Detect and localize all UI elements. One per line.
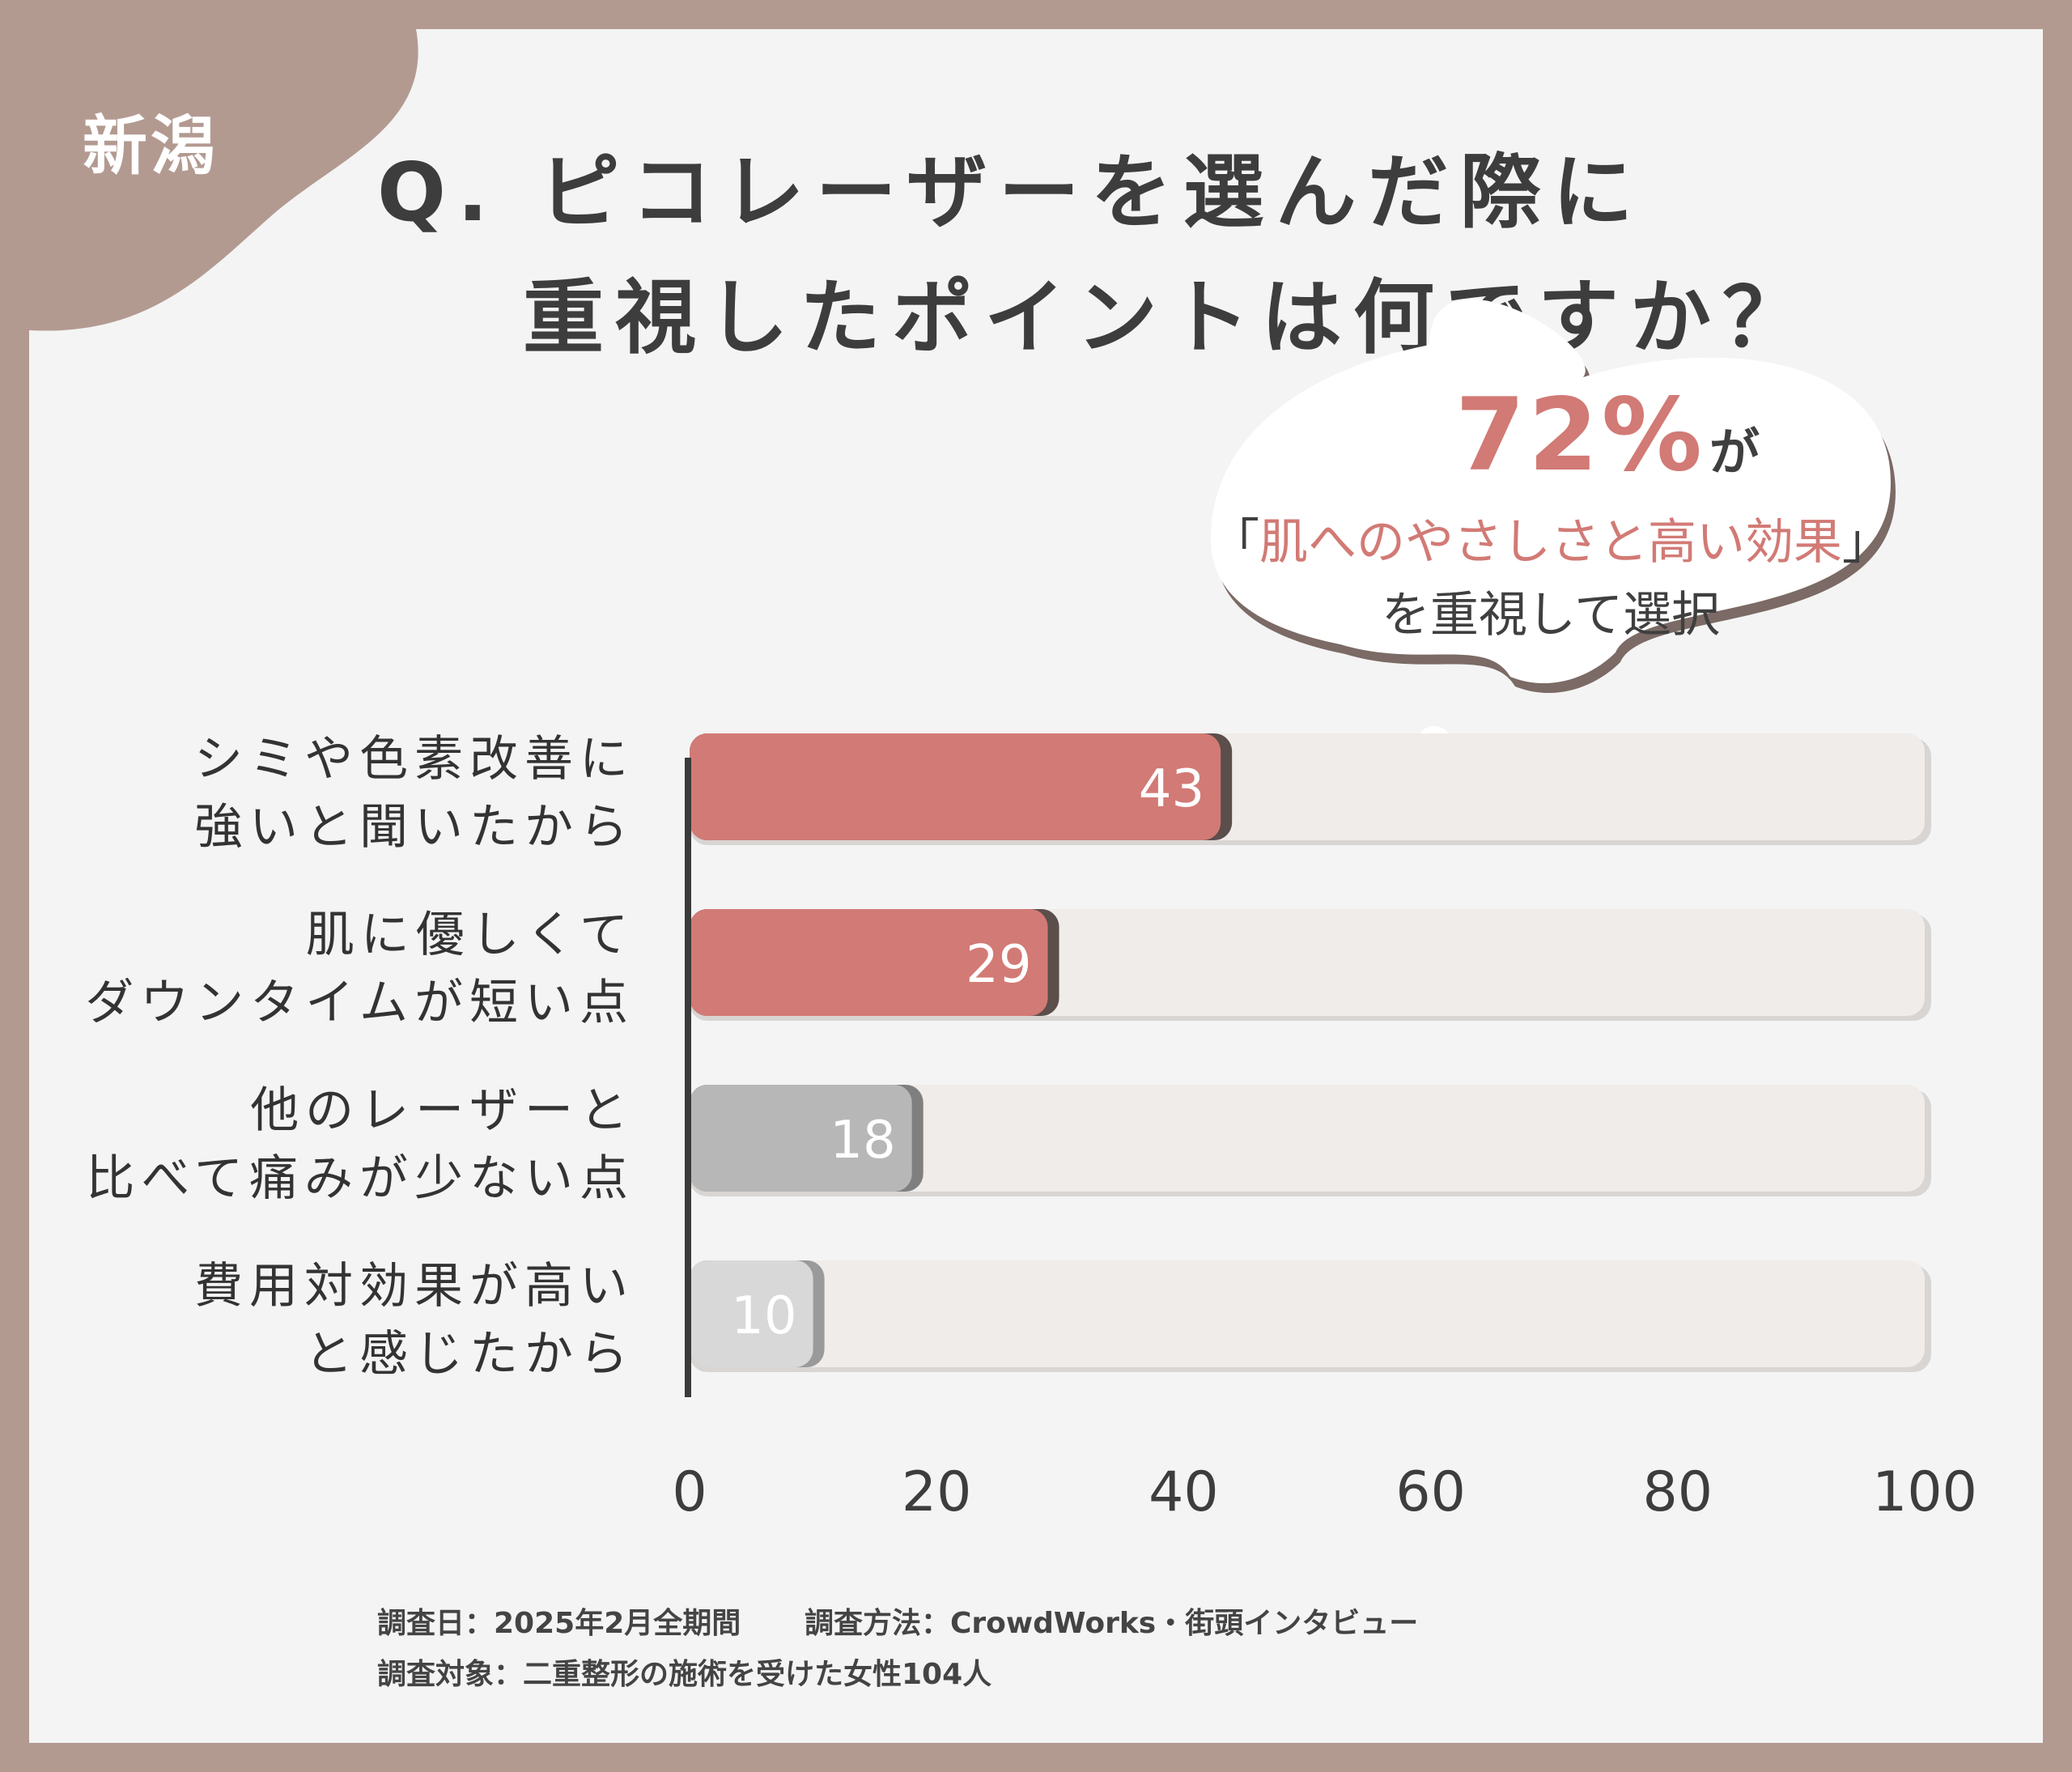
callout-highlight: 肌へのやさしさと高い効果 — [1259, 514, 1842, 571]
x-tick-label: 100 — [1872, 1460, 1977, 1524]
category-label: 他のレーザーと比べて痛みが少ない点 — [29, 1077, 635, 1213]
region-tag: 新潟 — [83, 108, 219, 184]
x-tick-label: 40 — [1149, 1460, 1219, 1524]
category-label-line: 比べて痛みが少ない点 — [86, 1150, 635, 1207]
bar-1 — [690, 733, 1221, 840]
category-label: 肌に優しくてダウンタイムが短い点 — [29, 901, 635, 1037]
callout-percent: 72% — [1455, 377, 1705, 494]
category-label-line: 費用対効果が高い — [194, 1258, 635, 1315]
bar-2 — [690, 909, 1048, 1016]
category-label-line: 他のレーザーと — [250, 1082, 635, 1139]
callout-line-3: を重視して選択 — [1381, 587, 1721, 644]
x-tick-label: 60 — [1395, 1460, 1466, 1524]
callout-percent-line: 72% が — [1405, 377, 1810, 494]
callout-percent-suffix: が — [1709, 423, 1760, 482]
bar-chart: シミや色素改善に 強いと聞いたから肌に優しくてダウンタイムが短い点他のレーザーと比… — [29, 29, 2043, 1743]
category-label: シミや色素改善に 強いと聞いたから — [29, 725, 635, 861]
category-label: 費用対効果が高いと感じたから — [29, 1252, 635, 1388]
corner-shape — [29, 29, 418, 331]
bar-track — [690, 1260, 1925, 1367]
bar-value-label: 18 — [830, 1111, 895, 1171]
bubble-body — [1211, 299, 1891, 684]
question-line-2: 重視したポイントは何ですか？ — [523, 270, 1815, 365]
infographic-card: 新潟 Q. ピコレーザーを選んだ際に 重視したポイントは何ですか？ 72% が … — [29, 29, 2043, 1743]
bar-3 — [690, 1085, 912, 1192]
footer-date: 調査日：2025年2月全期間 — [377, 1607, 741, 1640]
footer-method: 調査方法：CrowdWorks・街頭インタビュー — [805, 1607, 1419, 1640]
question-line-1: Q. ピコレーザーを選んだ際に — [377, 145, 1645, 240]
x-tick-label: 20 — [901, 1460, 972, 1524]
x-tick-label: 0 — [672, 1460, 707, 1524]
bracket-close: 」 — [1842, 514, 1891, 571]
footer-target: 調査対象：二重整形の施術を受けた女性104人 — [377, 1658, 992, 1691]
category-label-line: シミや色素改善に — [194, 731, 635, 788]
bracket-open: 「 — [1211, 514, 1259, 571]
category-label-line: ダウンタイムが短い点 — [85, 975, 635, 1031]
bar-track — [690, 1085, 1925, 1192]
bar-value-label: 10 — [731, 1286, 796, 1346]
bar-4 — [690, 1260, 813, 1367]
x-tick-label: 80 — [1642, 1460, 1713, 1524]
category-label-line: と感じたから — [304, 1326, 635, 1383]
bar-value-label: 43 — [1139, 759, 1204, 819]
callout-highlight-line: 「肌へのやさしさと高い効果」 — [1195, 503, 1907, 573]
bar-plot: 43 29 18 10 — [685, 733, 1931, 1397]
category-label-line: 強いと聞いたから — [194, 799, 635, 856]
category-label-line: 肌に優しくて — [305, 907, 635, 963]
speech-bubble — [1211, 299, 1896, 770]
bar-value-label: 29 — [966, 935, 1031, 995]
y-axis-line — [685, 758, 691, 1397]
